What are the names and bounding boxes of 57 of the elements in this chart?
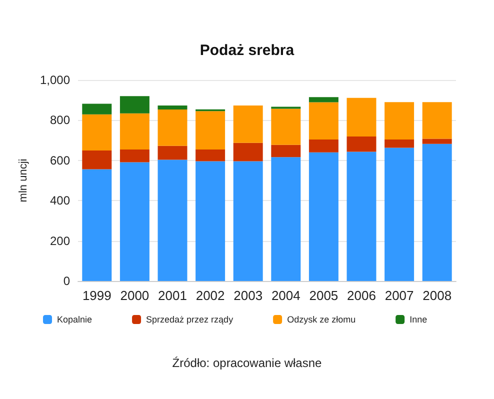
bar — [82, 169, 112, 281]
bar — [120, 150, 150, 162]
bar — [158, 160, 188, 281]
bar — [346, 136, 376, 152]
bar — [422, 102, 452, 139]
y-tick-label: 600 — [50, 153, 70, 168]
bar — [346, 152, 376, 281]
bar — [158, 106, 188, 110]
x-tick-label: 2004 — [271, 288, 300, 303]
bar — [422, 138, 452, 144]
bar — [82, 150, 112, 170]
y-tick-label: 800 — [50, 113, 70, 128]
x-tick-label: 2008 — [422, 288, 452, 303]
x-tick-label: 2000 — [120, 288, 150, 303]
legend-label: Odzysk ze złomu — [287, 314, 356, 324]
bar — [120, 162, 150, 281]
bar — [82, 104, 112, 114]
bar — [233, 106, 263, 143]
x-tick-label: 2002 — [196, 288, 225, 303]
x-tick-label: 2003 — [234, 288, 263, 303]
bar — [271, 157, 301, 281]
bar — [233, 161, 263, 281]
bar — [384, 139, 414, 148]
y-tick-label: 400 — [50, 194, 70, 208]
legend-label: Inne — [410, 314, 428, 324]
x-tick-label: 2007 — [384, 288, 414, 303]
x-tick-label: 2001 — [158, 288, 187, 303]
text: Źródło: opracowanie własne — [172, 356, 322, 370]
legend-label: Sprzedaż przez rządy — [146, 314, 234, 324]
bar — [308, 152, 338, 281]
bar — [308, 139, 338, 152]
bar — [271, 108, 301, 145]
bar — [422, 144, 452, 281]
y-tick-label: 0 — [63, 274, 70, 288]
bar — [120, 96, 150, 114]
bar — [271, 144, 301, 158]
chart-title: Podaż srebra — [200, 42, 295, 59]
bar — [308, 97, 338, 102]
bar — [384, 102, 414, 140]
bar — [196, 150, 226, 162]
legend-label: Kopalnie — [57, 314, 92, 324]
y-axis-title: mln uncji — [18, 158, 30, 202]
bar — [384, 148, 414, 281]
bar — [158, 146, 188, 160]
y-tick-label: 200 — [50, 234, 70, 248]
bar — [120, 113, 150, 150]
bar — [196, 111, 226, 150]
y-tick-label: 1,000 — [40, 73, 70, 87]
x-tick-label: 2006 — [347, 288, 376, 303]
bar — [196, 161, 226, 281]
x-tick-label: 2005 — [309, 288, 338, 303]
bar — [233, 142, 263, 162]
bar — [346, 98, 376, 136]
x-tick-label: 1999 — [82, 288, 112, 303]
bar — [82, 114, 112, 151]
bar — [158, 110, 188, 146]
bar — [308, 102, 338, 140]
